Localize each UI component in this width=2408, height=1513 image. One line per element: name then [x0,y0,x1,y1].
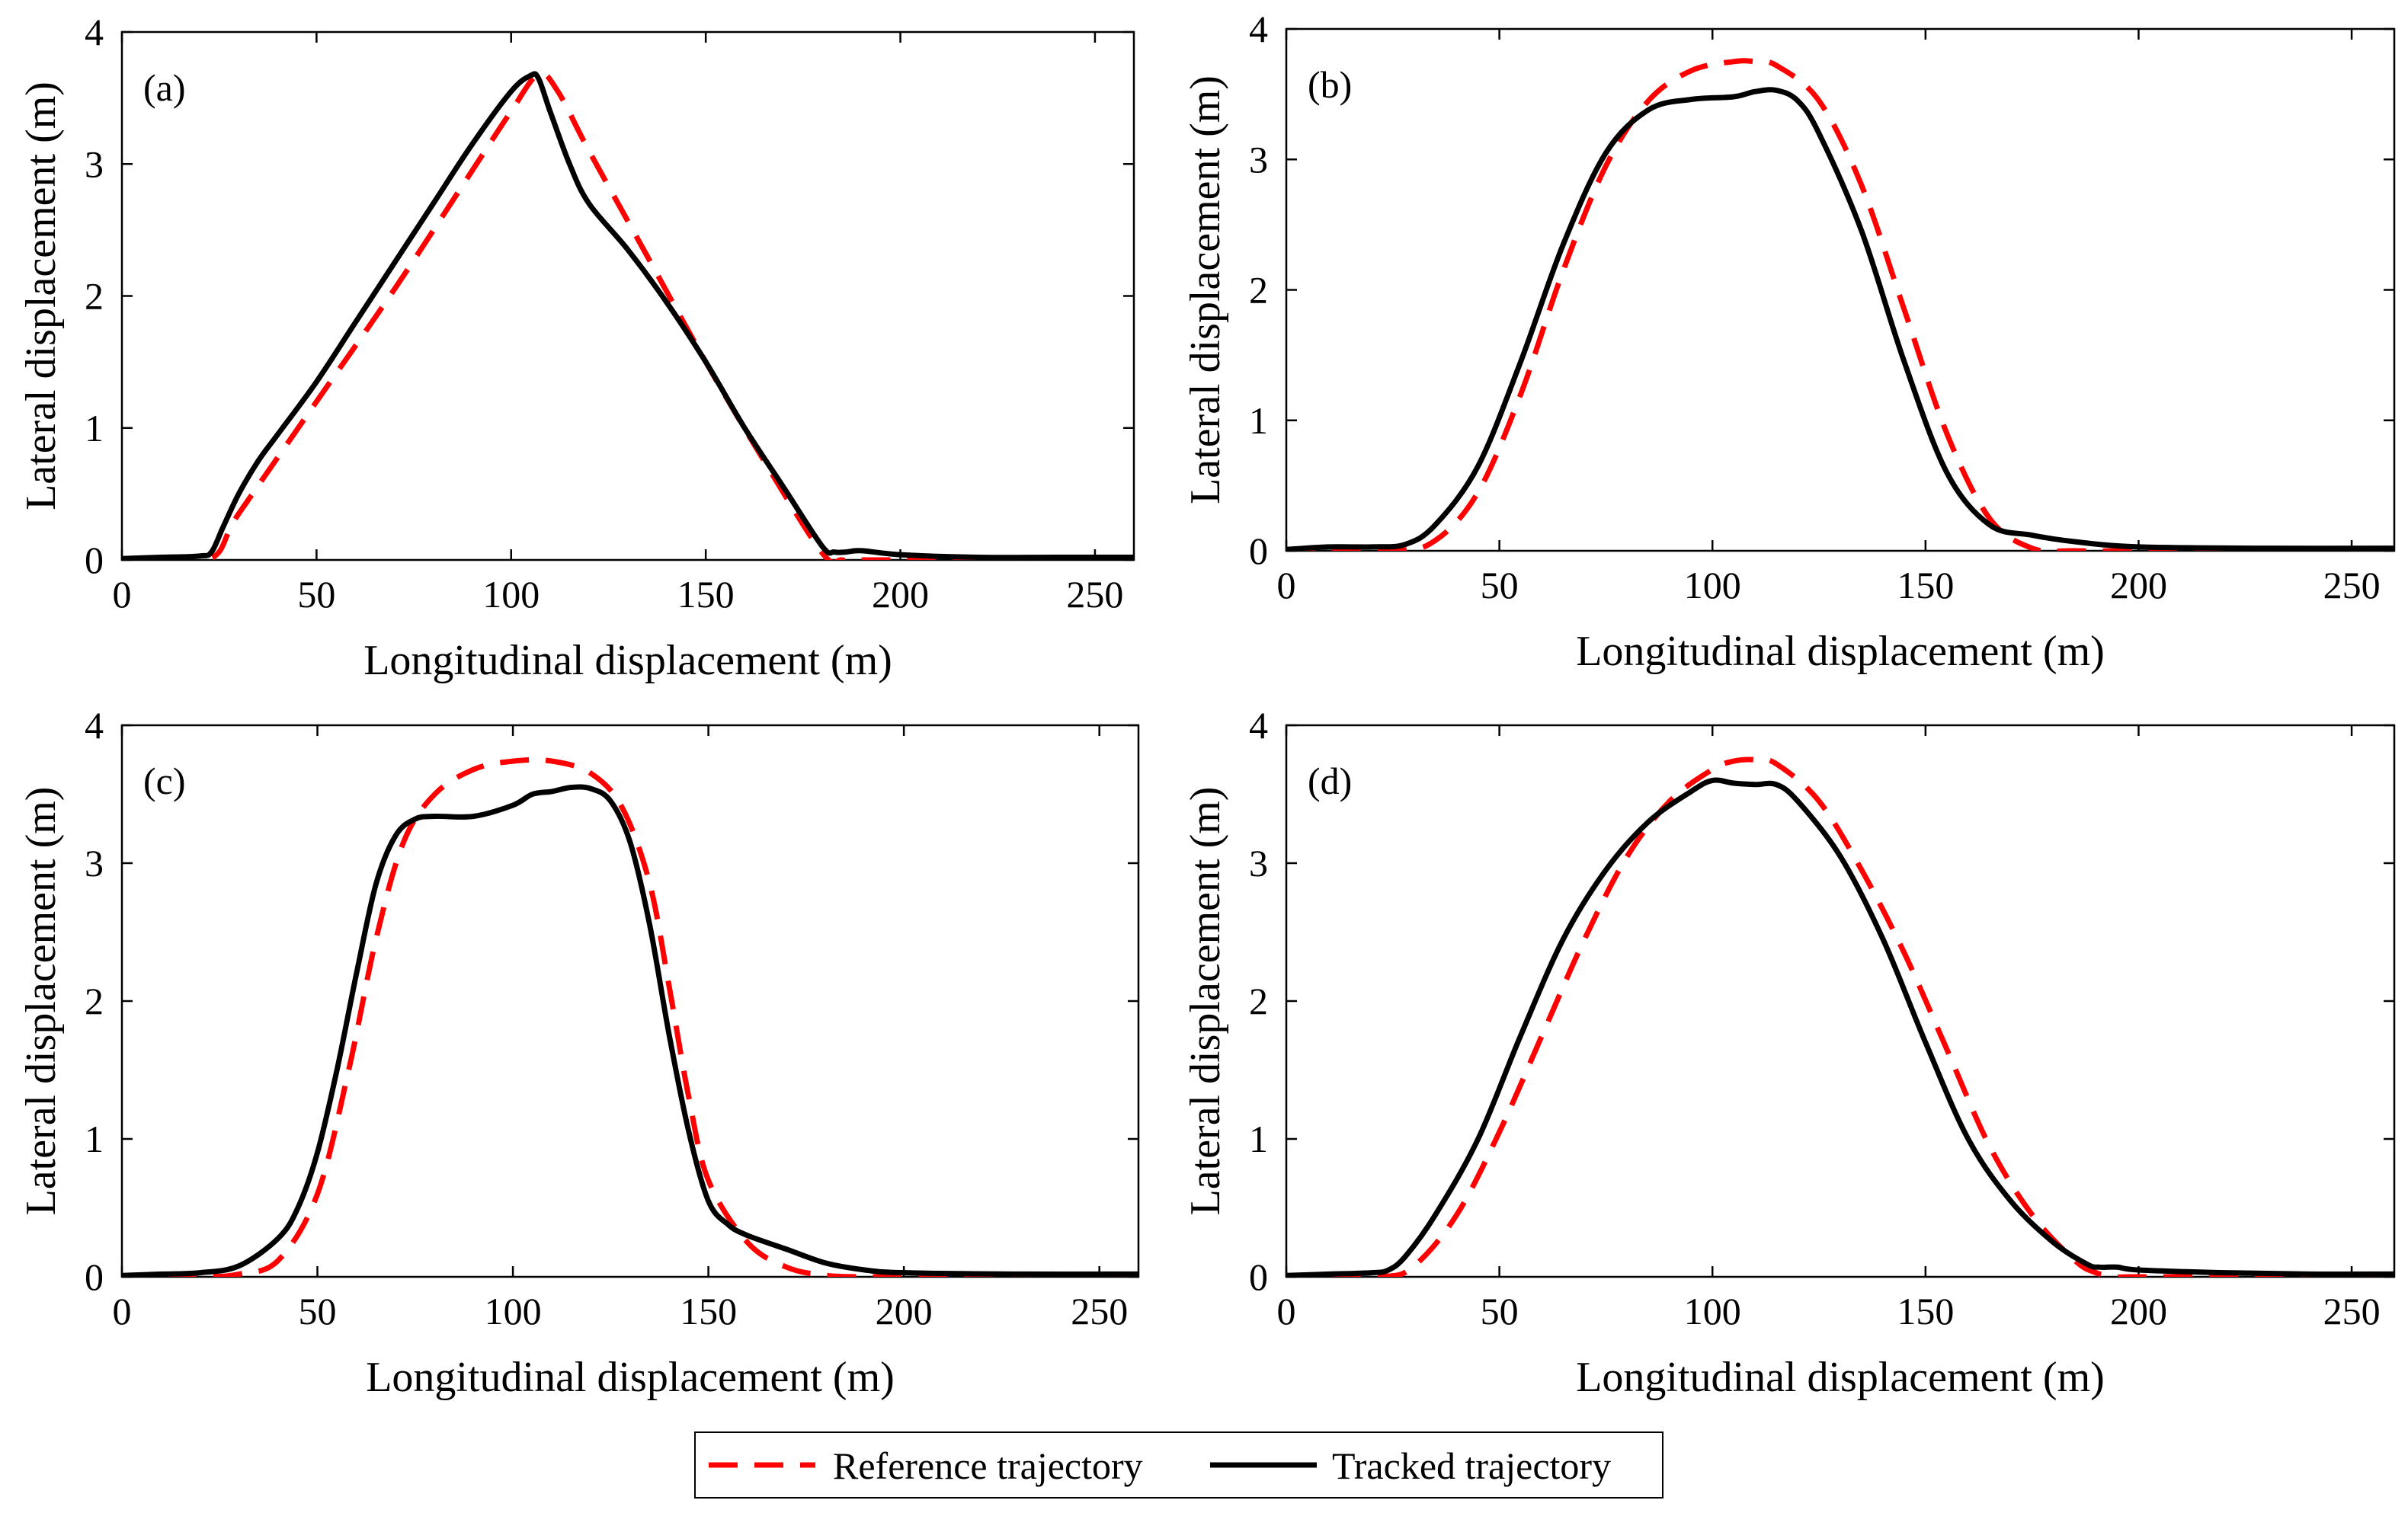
x-tick-label: 200 [2110,564,2167,606]
y-tick-label: 4 [1249,704,1268,747]
panel-label: (d) [1308,760,1352,802]
x-tick-label: 250 [1066,573,1123,616]
y-tick-label: 3 [85,842,104,884]
x-tick-label: 0 [1277,1290,1296,1332]
y-tick-label: 3 [85,142,104,185]
y-tick-label: 2 [85,980,104,1022]
x-tick-label: 200 [2110,1290,2167,1332]
y-tick-label: 2 [1249,980,1268,1022]
y-tick-label: 0 [85,539,104,581]
x-axis-label: Longitudinal displacement (m) [1576,1354,2105,1401]
y-axis-label: Lateral displacement (m) [18,787,65,1216]
x-tick-label: 50 [297,573,335,616]
reference-trajectory-line [1286,58,2394,551]
y-tick-label: 1 [85,407,104,449]
y-tick-label: 0 [85,1256,104,1298]
y-tick-label: 1 [1249,399,1268,442]
x-tick-label: 0 [1277,564,1296,606]
x-tick-label: 250 [2323,1290,2381,1332]
x-tick-label: 50 [1481,1290,1519,1332]
legend-box [694,1431,1664,1499]
y-tick-label: 4 [1249,8,1268,50]
x-axis-label: Longitudinal displacement (m) [366,1354,895,1401]
y-axis-label: Lateral displacement (m) [1182,75,1229,504]
tracked-trajectory-line [1286,777,2394,1277]
y-axis-label: Lateral displacement (m) [18,82,65,510]
x-tick-label: 0 [113,1290,132,1332]
legend: Reference trajectory Tracked trajectory [694,1431,1664,1499]
y-tick-label: 0 [1249,529,1268,572]
x-tick-label: 250 [2323,564,2381,606]
x-tick-label: 150 [1897,1290,1954,1332]
y-tick-label: 1 [1249,1118,1268,1160]
chart-panel-1: 0 50 100 150 200 250 0 1 2 3 4 Longitudinal displac… [18,11,1135,684]
y-tick-label: 2 [1249,269,1268,312]
x-tick-label: 200 [876,1290,933,1332]
x-tick-label: 50 [1481,564,1519,606]
y-axis-label: Lateral displacement (m) [1182,787,1229,1216]
chart-panel-3: 0 50 100 150 200 250 0 1 2 3 4 Longitudinal displac… [18,704,1140,1401]
reference-trajectory-line [122,756,1138,1277]
panel-label: (c) [143,760,186,802]
panel-label: (a) [143,66,186,109]
y-tick-label: 4 [85,11,104,53]
x-tick-label: 250 [1071,1290,1128,1332]
x-tick-label: 0 [113,573,132,616]
x-axis-label: Longitudinal displacement (m) [1576,628,2105,675]
x-tick-label: 200 [872,573,929,616]
x-tick-label: 100 [485,1290,542,1332]
reference-trajectory-line [1286,756,2394,1277]
x-tick-label: 50 [299,1290,337,1332]
x-tick-label: 150 [1897,564,1954,606]
y-tick-label: 4 [85,704,104,747]
x-axis-label: Longitudinal displacement (m) [363,637,892,684]
chart-panel-4: 0 50 100 150 200 250 0 1 2 3 4 Longitudinal displac… [1182,704,2396,1401]
x-tick-label: 100 [482,573,540,616]
tracked-trajectory-line [1286,87,2394,551]
y-tick-label: 2 [85,275,104,318]
tracked-trajectory-line [122,784,1138,1277]
x-tick-label: 100 [1684,1290,1741,1332]
x-tick-label: 100 [1684,564,1741,606]
y-tick-label: 1 [85,1118,104,1160]
y-tick-label: 3 [1249,138,1268,181]
x-tick-label: 150 [680,1290,737,1332]
legend-label-tracked: Tracked trajectory [1332,1444,1611,1487]
chart-panel-2: 0 50 100 150 200 250 0 1 2 3 4 Longitudinal displac… [1182,8,2396,675]
y-tick-label: 3 [1249,842,1268,884]
x-tick-label: 150 [677,573,735,616]
panel-label: (b) [1308,63,1352,106]
tracked-trajectory-line [122,71,1134,560]
legend-label-reference: Reference trajectory [833,1444,1143,1487]
y-tick-label: 0 [1249,1256,1268,1298]
